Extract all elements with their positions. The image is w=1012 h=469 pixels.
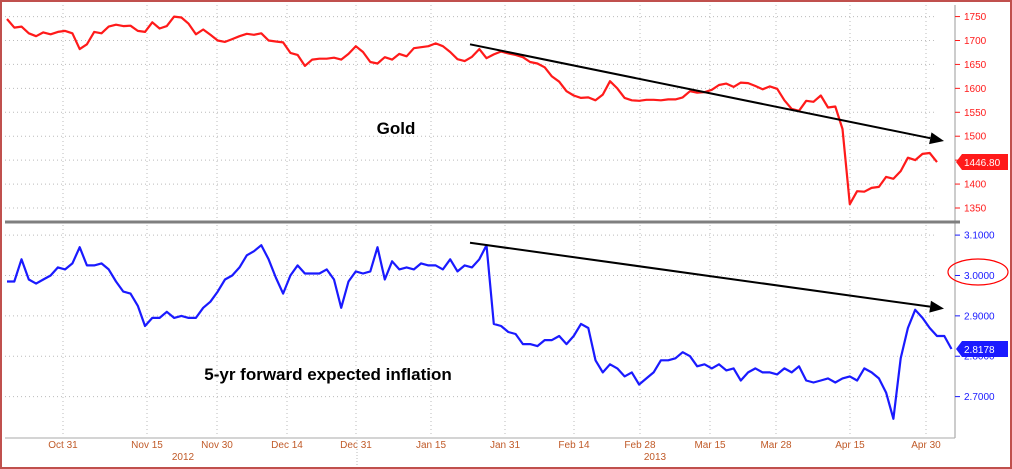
inflation-trend-arrow bbox=[469, 241, 944, 313]
y-tick-label: 2.7000 bbox=[964, 392, 995, 403]
x-tick-label: Mar 15 bbox=[694, 440, 726, 451]
y-tick-label: 1400 bbox=[964, 180, 987, 191]
trend-arrows bbox=[469, 43, 944, 313]
last-value-badge: 2.8178 bbox=[956, 340, 1008, 357]
gold-price-line bbox=[6, 15, 938, 206]
series-layer bbox=[6, 15, 953, 420]
y-tick-label: 3.0000 bbox=[964, 271, 995, 282]
y-tick-label: 2.8000 bbox=[964, 352, 995, 363]
y-tick-label: 1650 bbox=[964, 60, 987, 71]
x-tick-label: Dec 14 bbox=[271, 440, 303, 451]
x-tick-label: Jan 31 bbox=[490, 440, 520, 451]
x-tick-label: Feb 14 bbox=[558, 440, 590, 451]
y-tick-label: 1550 bbox=[964, 108, 987, 119]
x-tick-label: Dec 31 bbox=[340, 440, 372, 451]
y-tick-label: 1350 bbox=[964, 203, 987, 214]
y-tick-label: 1750 bbox=[964, 12, 987, 23]
year-label: 2013 bbox=[644, 452, 667, 463]
x-tick-label: Apr 30 bbox=[911, 440, 941, 451]
y-tick-label: 1500 bbox=[964, 132, 987, 143]
x-tick-label: Nov 30 bbox=[201, 440, 233, 451]
y-tick-label: 3.1000 bbox=[964, 231, 995, 242]
gold-label: Gold bbox=[377, 119, 416, 138]
year-label: 2012 bbox=[172, 452, 195, 463]
x-tick-label: Feb 28 bbox=[624, 440, 656, 451]
gold-price-axis: 1750170016501600155015001450140013501446… bbox=[955, 12, 1008, 214]
y-tick-label: 1700 bbox=[964, 36, 987, 47]
y-tick-label: 1600 bbox=[964, 84, 987, 95]
y-tick-label: 2.9000 bbox=[964, 311, 995, 322]
value-highlight-circle bbox=[947, 258, 1009, 286]
last-value-text: 1446.80 bbox=[964, 158, 1001, 169]
date-axis: Oct 31 Nov 15 Nov 30 Dec 14 Dec 31 Jan 15 Jan … bbox=[5, 437, 955, 465]
x-tick-label: Jan 15 bbox=[416, 440, 446, 451]
gold-trend-arrow bbox=[469, 43, 944, 145]
x-tick-label: Nov 15 bbox=[131, 440, 163, 451]
inflation-axis: 3.1000 3.0000 2.9000 2.8000 2.7000 2.8178 bbox=[955, 231, 1008, 403]
x-tick-label: Mar 28 bbox=[760, 440, 792, 451]
x-tick-label: Oct 31 bbox=[48, 440, 78, 451]
inflation-label: 5-yr forward expected inflation bbox=[204, 365, 452, 384]
last-value-text: 2.8178 bbox=[964, 345, 995, 356]
x-tick-label: Apr 15 bbox=[835, 440, 865, 451]
last-value-badge: 1446.80 bbox=[956, 154, 1008, 171]
inflation-line bbox=[7, 244, 953, 420]
